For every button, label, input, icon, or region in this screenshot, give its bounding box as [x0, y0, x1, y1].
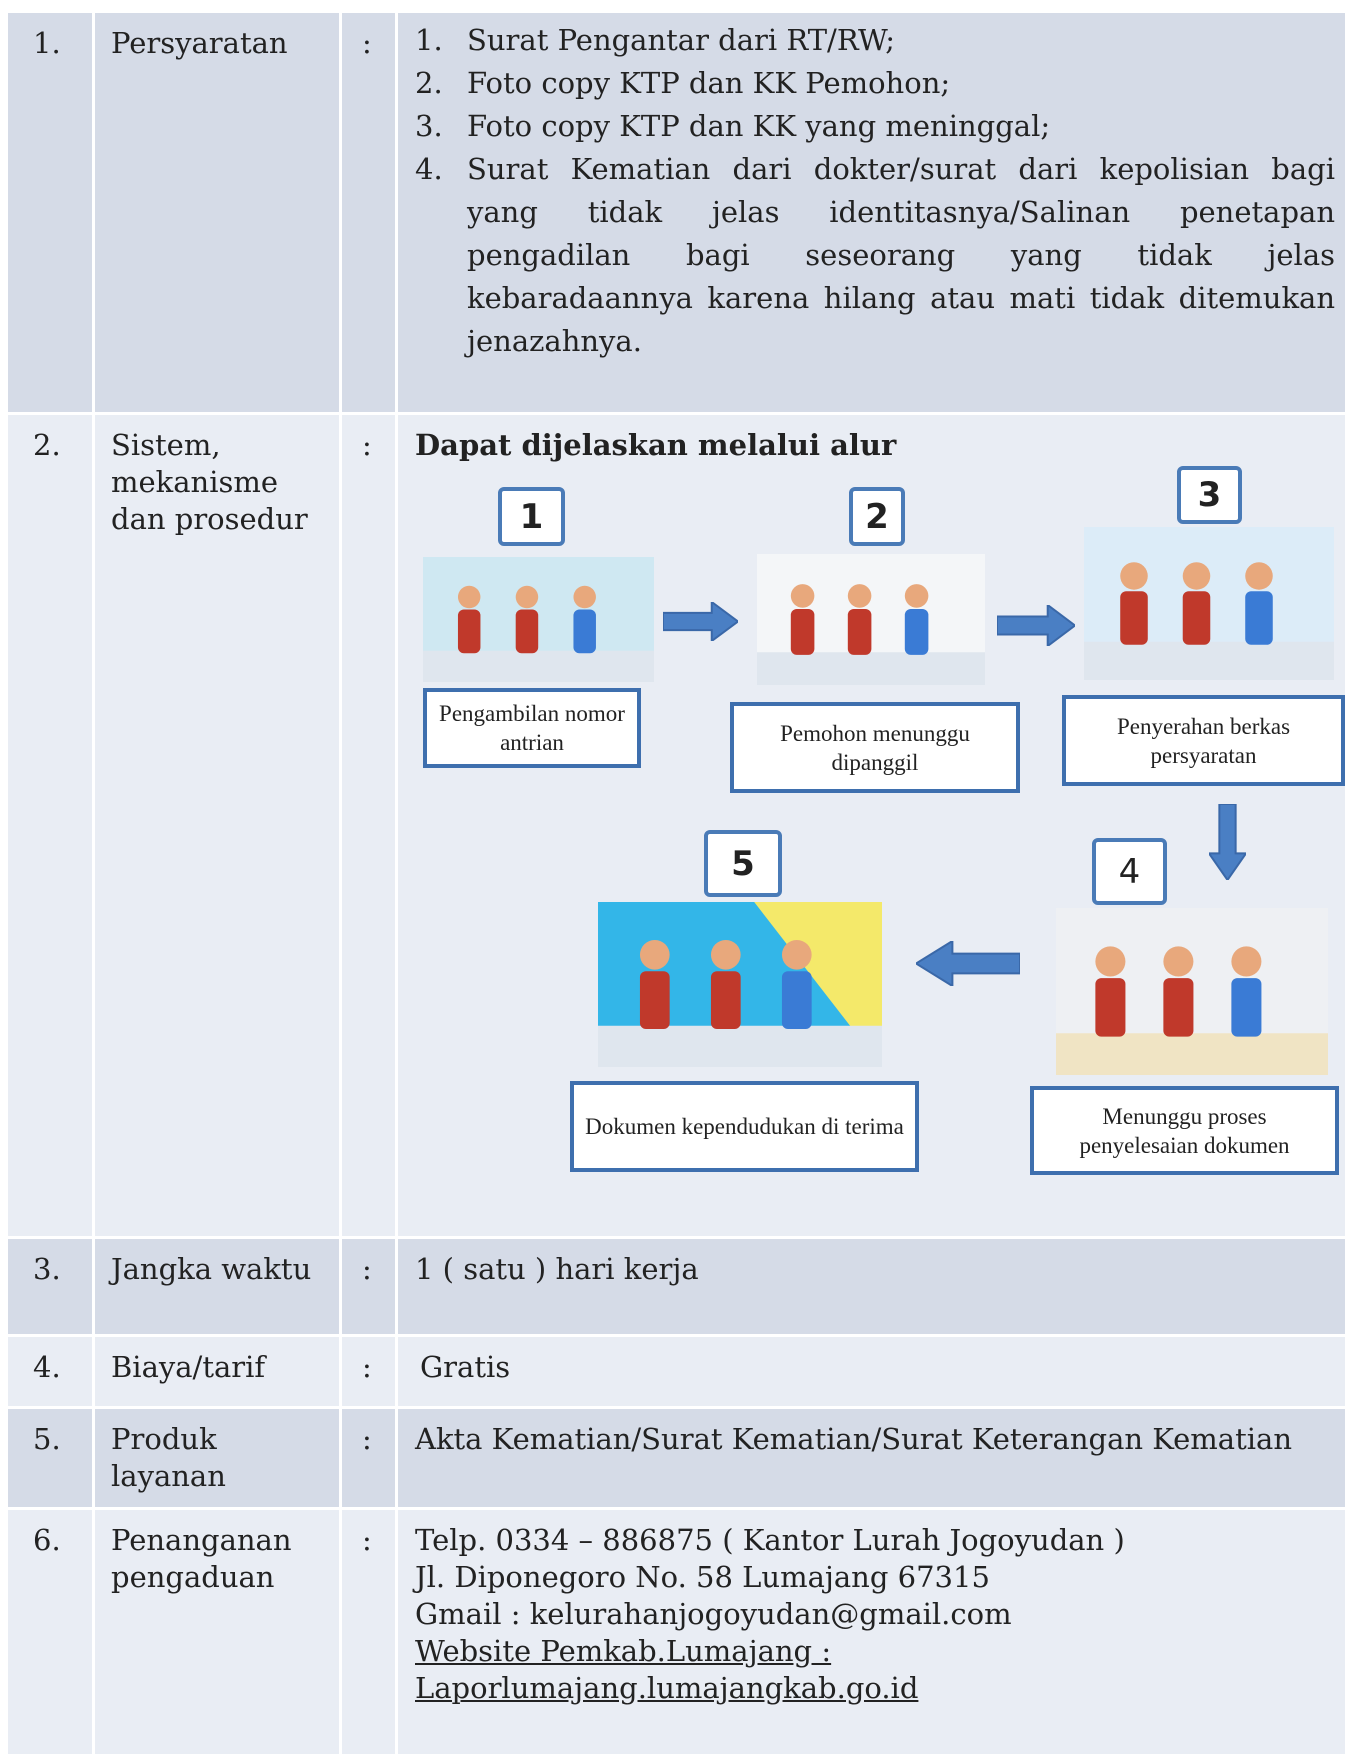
row-label: Penanganan pengaduan	[111, 1523, 292, 1594]
step-caption: Menunggu proses penyelesaian dokumen	[1030, 1086, 1339, 1175]
list-marker: 4.	[415, 152, 443, 186]
flow-arrow	[996, 602, 1077, 649]
row-text: Akta Kematian/Surat Kematian/Surat Keter…	[415, 1422, 1292, 1456]
step-illustration	[598, 902, 882, 1067]
table-cell	[398, 1409, 1345, 1507]
step-illustration	[757, 554, 985, 685]
illustration	[598, 902, 882, 1067]
contact-line: Laporlumajang.lumajangkab.go.id	[415, 1671, 919, 1705]
list-text: Surat Pengantar dari RT/RW;	[467, 23, 896, 57]
row-number: 1.	[33, 26, 61, 60]
row-number: 2.	[33, 428, 61, 462]
row-separator: :	[362, 1350, 372, 1384]
table-cell	[95, 1409, 339, 1507]
list-marker: 1.	[415, 23, 443, 57]
step-number: 1	[498, 487, 565, 546]
step-illustration	[423, 557, 654, 682]
illustration	[1084, 562, 1334, 680]
table-cell	[398, 13, 1345, 412]
row-number: 6.	[33, 1523, 61, 1557]
row-separator: :	[362, 26, 372, 60]
table-cell	[95, 1510, 339, 1754]
step-number: 2	[849, 487, 905, 546]
row-separator: :	[362, 1523, 372, 1557]
illustration	[423, 585, 654, 682]
table-cell	[95, 1239, 339, 1334]
table-cell	[342, 415, 395, 1236]
row-label: Produk layanan	[111, 1422, 226, 1493]
arrow-shape	[996, 602, 1077, 649]
table-cell	[342, 1510, 395, 1754]
table-cell	[8, 1409, 92, 1507]
list-marker: 2.	[415, 66, 443, 100]
list-item: 2. Foto copy KTP dan KK Pemohon;	[415, 62, 1335, 105]
table-cell	[95, 1337, 339, 1406]
list-text: Surat Kematian dari dokter/surat dari ke…	[467, 152, 1335, 358]
illustration	[1056, 946, 1328, 1075]
step-illustration	[1056, 908, 1328, 1075]
step-illustration	[1084, 527, 1334, 680]
table-cell	[8, 1510, 92, 1754]
row-separator: :	[362, 428, 372, 462]
step-number: 4	[1092, 838, 1167, 905]
contact-line: Jl. Diponegoro No. 58 Lumajang 67315	[415, 1560, 990, 1594]
row-label: Sistem, mekanisme dan prosedur	[111, 428, 308, 536]
arrow-shape	[662, 600, 740, 643]
step-caption: Penyerahan berkas persyaratan	[1062, 695, 1345, 786]
table-cell	[342, 13, 395, 412]
flow-arrow	[914, 939, 1021, 988]
contact-line: Telp. 0334 – 886875 ( Kantor Lurah Jogoy…	[415, 1523, 1125, 1557]
step-number: 3	[1177, 466, 1242, 524]
list-marker: 3.	[415, 109, 443, 143]
flow-arrow	[1207, 803, 1248, 882]
table-cell	[95, 415, 339, 1236]
table-cell	[342, 1337, 395, 1406]
table-cell	[398, 1337, 1345, 1406]
step-number: 5	[704, 830, 782, 897]
arrow-shape	[1207, 803, 1248, 882]
list-text: Foto copy KTP dan KK yang meninggal;	[467, 109, 1051, 143]
table-cell	[342, 1409, 395, 1507]
table-cell	[398, 1510, 1345, 1754]
row-separator: :	[362, 1422, 372, 1456]
step-caption: Pengambilan nomor antrian	[423, 688, 641, 768]
contact-line: Website Pemkab.Lumajang :	[415, 1634, 832, 1668]
list-item: 3. Foto copy KTP dan KK yang meninggal;	[415, 105, 1335, 148]
table-cell	[95, 13, 339, 412]
row-number: 3.	[33, 1252, 61, 1286]
step-caption: Pemohon menunggu dipanggil	[730, 702, 1020, 793]
illustration	[757, 584, 985, 685]
table-cell	[342, 1239, 395, 1334]
table-cell	[8, 415, 92, 1236]
table-cell	[398, 1239, 1345, 1334]
row-text: Gratis	[420, 1350, 511, 1384]
row-label: Persyaratan	[111, 26, 288, 60]
list-item: 1. Surat Pengantar dari RT/RW;	[415, 19, 1335, 62]
step-caption: Dokumen kependudukan di terima	[570, 1081, 919, 1172]
table-cell	[8, 13, 92, 412]
table-cell	[8, 1337, 92, 1406]
flow-arrow	[662, 600, 740, 643]
table-cell	[8, 1239, 92, 1334]
row-separator: :	[362, 1252, 372, 1286]
flow-heading: Dapat dijelaskan melalui alur	[415, 428, 897, 462]
row-text: 1 ( satu ) hari kerja	[415, 1252, 699, 1286]
row-label: Jangka waktu	[111, 1252, 312, 1286]
contact-line: Gmail : kelurahanjogoyudan@gmail.com	[415, 1597, 1012, 1631]
list-text: Foto copy KTP dan KK Pemohon;	[467, 66, 951, 100]
arrow-shape	[914, 939, 1021, 988]
list-item: 4. Surat Kematian dari dokter/surat dari …	[415, 148, 1335, 363]
row-number: 5.	[33, 1422, 61, 1456]
row-label: Biaya/tarif	[111, 1350, 266, 1384]
row-number: 4.	[33, 1350, 61, 1384]
